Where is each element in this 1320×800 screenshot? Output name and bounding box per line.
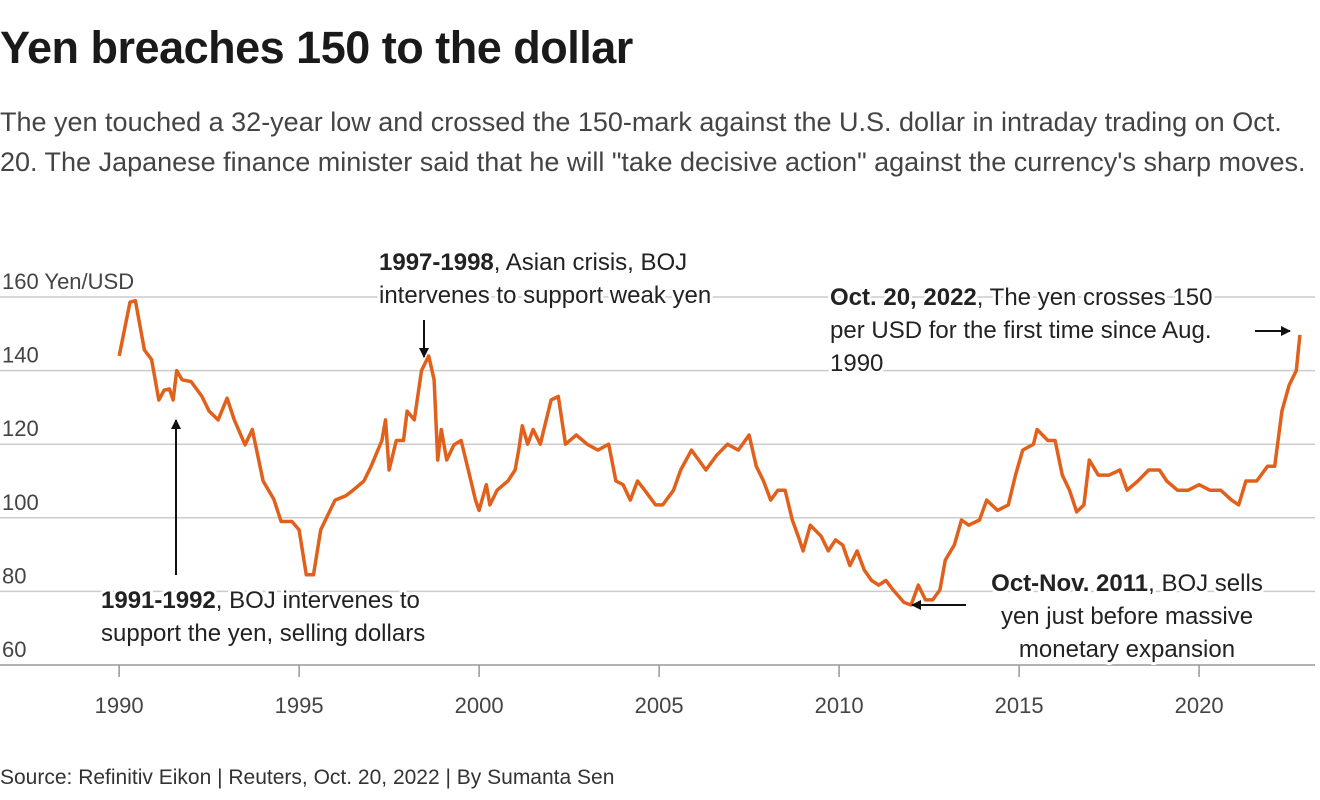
- annotation: Oct. 20, 2022, The yen crosses 150: [830, 284, 1212, 311]
- y-tick-label: 60: [2, 637, 26, 662]
- grid: 60 80 100 120 140 160 Yen/USD 1990 1995 2000 2005…: [0, 269, 1315, 718]
- arrows: [171, 320, 1291, 610]
- annotation-text: yen just before massive: [1001, 603, 1253, 630]
- annotation-text: 1990: [830, 350, 883, 377]
- annotation: 1990: [830, 350, 883, 377]
- annotation-text: intervenes to support weak yen: [379, 282, 711, 309]
- chart: 60 80 100 120 140 160 Yen/USD 1990 1995 2000 2005…: [0, 246, 1315, 718]
- y-tick-label: 160 Yen/USD: [2, 269, 134, 294]
- annotation-bold: Oct-Nov. 2011: [991, 570, 1148, 597]
- plot: [117, 298, 1302, 607]
- annotation-text: , BOJ intervenes to: [216, 587, 420, 614]
- annotation: 1991-1992, BOJ intervenes to: [101, 587, 420, 614]
- x-tick-label: 2020: [1175, 693, 1224, 718]
- x-tick-label: 2010: [815, 693, 864, 718]
- annotation-text: , BOJ sells: [1148, 570, 1263, 597]
- y-tick-label: 80: [2, 563, 26, 588]
- chart-subtitle: The yen touched a 32-year low and crosse…: [0, 107, 1306, 177]
- y-tick-label: 100: [2, 490, 39, 515]
- y-tick-label: 140: [2, 343, 39, 368]
- annotation-bold: 1991-1992: [101, 587, 216, 614]
- annotation: per USD for the first time since Aug.: [830, 317, 1211, 344]
- annotation-text: per USD for the first time since Aug.: [830, 317, 1211, 344]
- annotation-text: , Asian crisis, BOJ: [494, 249, 687, 276]
- annotation: intervenes to support weak yen: [379, 282, 711, 309]
- annotations: 1991-1992, BOJ intervenes to support the …: [98, 246, 1266, 666]
- annotation: yen just before massive: [1001, 603, 1253, 630]
- annotation-text: , The yen crosses 150: [977, 284, 1213, 311]
- annotation: support the yen, selling dollars: [101, 620, 425, 647]
- line: [117, 298, 1302, 607]
- annotation-bold: Oct. 20, 2022: [830, 284, 977, 311]
- x-tick-label: 1990: [95, 693, 144, 718]
- x-tick-label: 2005: [635, 693, 684, 718]
- x-tick-label: 1995: [275, 693, 324, 718]
- annotation-text: monetary expansion: [1019, 636, 1235, 663]
- annotation: Oct-Nov. 2011, BOJ sells: [991, 570, 1263, 597]
- x-tick-label: 2015: [995, 693, 1044, 718]
- chart-title: Yen breaches 150 to the dollar: [0, 22, 633, 73]
- annotation: 1997-1998, Asian crisis, BOJ: [379, 249, 687, 276]
- annotation-text: support the yen, selling dollars: [101, 620, 425, 647]
- y-tick-label: 120: [2, 416, 39, 441]
- annotation: monetary expansion: [1019, 636, 1235, 663]
- annotation-bold: 1997-1998: [379, 249, 494, 276]
- x-tick-label: 2000: [455, 693, 504, 718]
- source: Source: Refinitiv Eikon | Reuters, Oct. …: [0, 766, 615, 789]
